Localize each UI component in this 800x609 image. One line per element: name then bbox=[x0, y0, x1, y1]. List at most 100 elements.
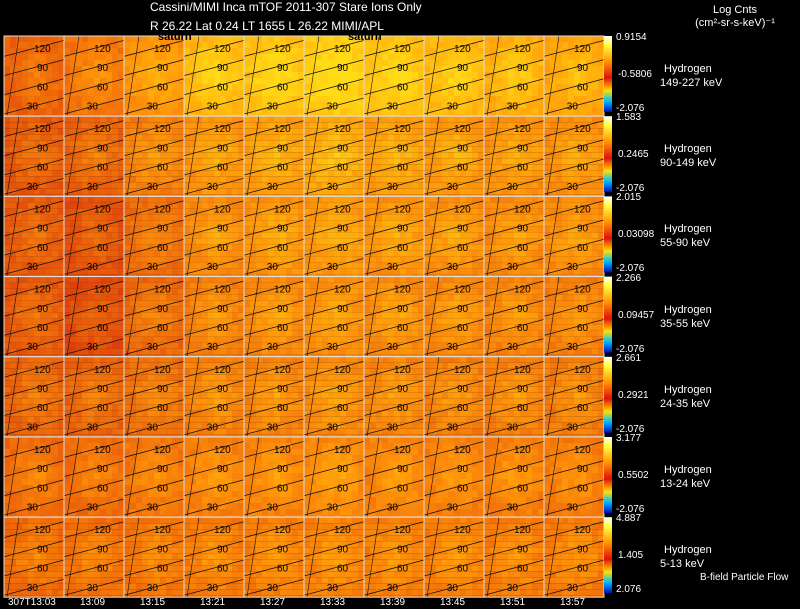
heatmap-cell: 120 90 60 30 bbox=[423, 356, 485, 438]
contour-label: 30 bbox=[27, 262, 39, 273]
contour-label: 90 bbox=[157, 384, 169, 395]
contour-label: 60 bbox=[397, 483, 409, 494]
contour-label: 120 bbox=[574, 365, 591, 376]
contour-label: 60 bbox=[157, 82, 169, 93]
contour-label: 90 bbox=[577, 384, 589, 395]
contour-label: 90 bbox=[157, 143, 169, 154]
contour-label: 60 bbox=[517, 323, 529, 334]
contour-label: 120 bbox=[34, 44, 51, 55]
contour-label: 120 bbox=[94, 44, 111, 55]
contour-label: 60 bbox=[277, 82, 289, 93]
contour-label: 120 bbox=[334, 365, 351, 376]
contour-label: 120 bbox=[334, 525, 351, 536]
contour-label: 60 bbox=[577, 564, 589, 575]
contour-label: 30 bbox=[267, 422, 279, 433]
heatmap-cell: 120 90 60 30 bbox=[123, 436, 185, 518]
contour-label: 120 bbox=[154, 525, 171, 536]
heatmap-cell: 120 90 60 30 bbox=[123, 516, 185, 598]
heatmap-cell: 120 90 60 30 bbox=[183, 115, 245, 197]
time-tick-label: 13:27 bbox=[260, 597, 286, 608]
heatmap-cell: 120 90 60 30 bbox=[3, 356, 65, 438]
contour-label: 90 bbox=[277, 304, 289, 315]
row-energy-label: 13-24 keV bbox=[660, 478, 711, 490]
contour-label: 120 bbox=[34, 124, 51, 135]
contour-label: 90 bbox=[517, 464, 529, 475]
contour-label: 30 bbox=[27, 503, 39, 514]
contour-label: 120 bbox=[274, 44, 291, 55]
contour-label: 120 bbox=[94, 285, 111, 296]
contour-label: 30 bbox=[87, 102, 99, 113]
contour-label: 60 bbox=[217, 82, 229, 93]
contour-label: 30 bbox=[447, 182, 459, 193]
contour-label: 90 bbox=[577, 143, 589, 154]
heatmap-cell: 120 90 60 30 bbox=[423, 516, 485, 598]
contour-label: 90 bbox=[217, 384, 229, 395]
heatmap-cell: 120 90 60 30 bbox=[123, 195, 185, 277]
contour-label: 30 bbox=[387, 262, 399, 273]
contour-label: 60 bbox=[97, 82, 109, 93]
contour-label: 90 bbox=[577, 464, 589, 475]
heatmap-cell: 120 90 60 30 bbox=[363, 115, 425, 197]
saturn-label: saturn bbox=[158, 31, 192, 43]
contour-label: 90 bbox=[517, 304, 529, 315]
time-tick-label: 13:39 bbox=[380, 597, 406, 608]
contour-label: 30 bbox=[447, 503, 459, 514]
contour-label: 60 bbox=[577, 163, 589, 174]
contour-label: 90 bbox=[517, 63, 529, 74]
heatmap-cell: 120 90 60 30 bbox=[243, 115, 305, 197]
contour-label: 90 bbox=[397, 304, 409, 315]
contour-label: 60 bbox=[217, 564, 229, 575]
heatmap-cell: 120 90 60 30 bbox=[3, 35, 65, 117]
contour-label: 30 bbox=[207, 422, 219, 433]
contour-label: 120 bbox=[454, 44, 471, 55]
heatmap-cell: 120 90 60 30 bbox=[543, 436, 605, 518]
contour-label: 90 bbox=[97, 304, 109, 315]
contour-label: 90 bbox=[37, 143, 49, 154]
contour-label: 120 bbox=[154, 365, 171, 376]
legend-units: (cm²-sr-s-keV)⁻¹ bbox=[695, 17, 775, 29]
heatmap-cell: 120 90 60 30 bbox=[483, 35, 545, 117]
heatmap-cell: 120 90 60 30 bbox=[63, 276, 125, 358]
heatmap-cell: 120 90 60 30 bbox=[303, 276, 365, 358]
heatmap-cell: 120 90 60 30 bbox=[183, 516, 245, 598]
heatmap-cell: 120 90 60 30 bbox=[123, 276, 185, 358]
contour-label: 60 bbox=[157, 564, 169, 575]
colorbar bbox=[604, 356, 612, 433]
contour-label: 90 bbox=[217, 63, 229, 74]
contour-label: 120 bbox=[34, 204, 51, 215]
contour-label: 60 bbox=[337, 323, 349, 334]
contour-label: 90 bbox=[337, 224, 349, 235]
colorbar-max-label: 4.887 bbox=[616, 513, 642, 525]
contour-label: 30 bbox=[507, 182, 519, 193]
colorbar-mid-label: 0.5502 bbox=[618, 470, 649, 481]
contour-label: 120 bbox=[274, 445, 291, 456]
heatmap-cell: 120 90 60 30 bbox=[363, 195, 425, 277]
contour-label: 60 bbox=[577, 323, 589, 334]
contour-label: 120 bbox=[514, 44, 531, 55]
contour-label: 30 bbox=[207, 342, 219, 353]
colorbar-max-label: 2.661 bbox=[616, 352, 642, 364]
contour-label: 60 bbox=[277, 483, 289, 494]
contour-label: 90 bbox=[517, 384, 529, 395]
contour-label: 60 bbox=[517, 483, 529, 494]
contour-label: 30 bbox=[387, 583, 399, 594]
contour-label: 90 bbox=[37, 304, 49, 315]
contour-label: 120 bbox=[214, 44, 231, 55]
contour-label: 30 bbox=[567, 422, 579, 433]
heatmap-cell: 120 90 60 30 bbox=[363, 356, 425, 438]
contour-label: 60 bbox=[397, 243, 409, 254]
colorbar-min-label: -2.076 bbox=[616, 423, 645, 435]
contour-label: 90 bbox=[517, 143, 529, 154]
heatmap-cell: 120 90 60 30 bbox=[423, 436, 485, 518]
contour-label: 90 bbox=[277, 224, 289, 235]
contour-label: 120 bbox=[34, 445, 51, 456]
contour-label: 60 bbox=[157, 163, 169, 174]
contour-label: 60 bbox=[397, 163, 409, 174]
row-species-label: Hydrogen bbox=[664, 143, 712, 156]
contour-label: 30 bbox=[207, 262, 219, 273]
time-tick-label: 13:09 bbox=[80, 597, 106, 608]
contour-label: 60 bbox=[37, 483, 49, 494]
contour-label: 90 bbox=[37, 224, 49, 235]
contour-label: 90 bbox=[457, 224, 469, 235]
contour-label: 30 bbox=[147, 503, 159, 514]
